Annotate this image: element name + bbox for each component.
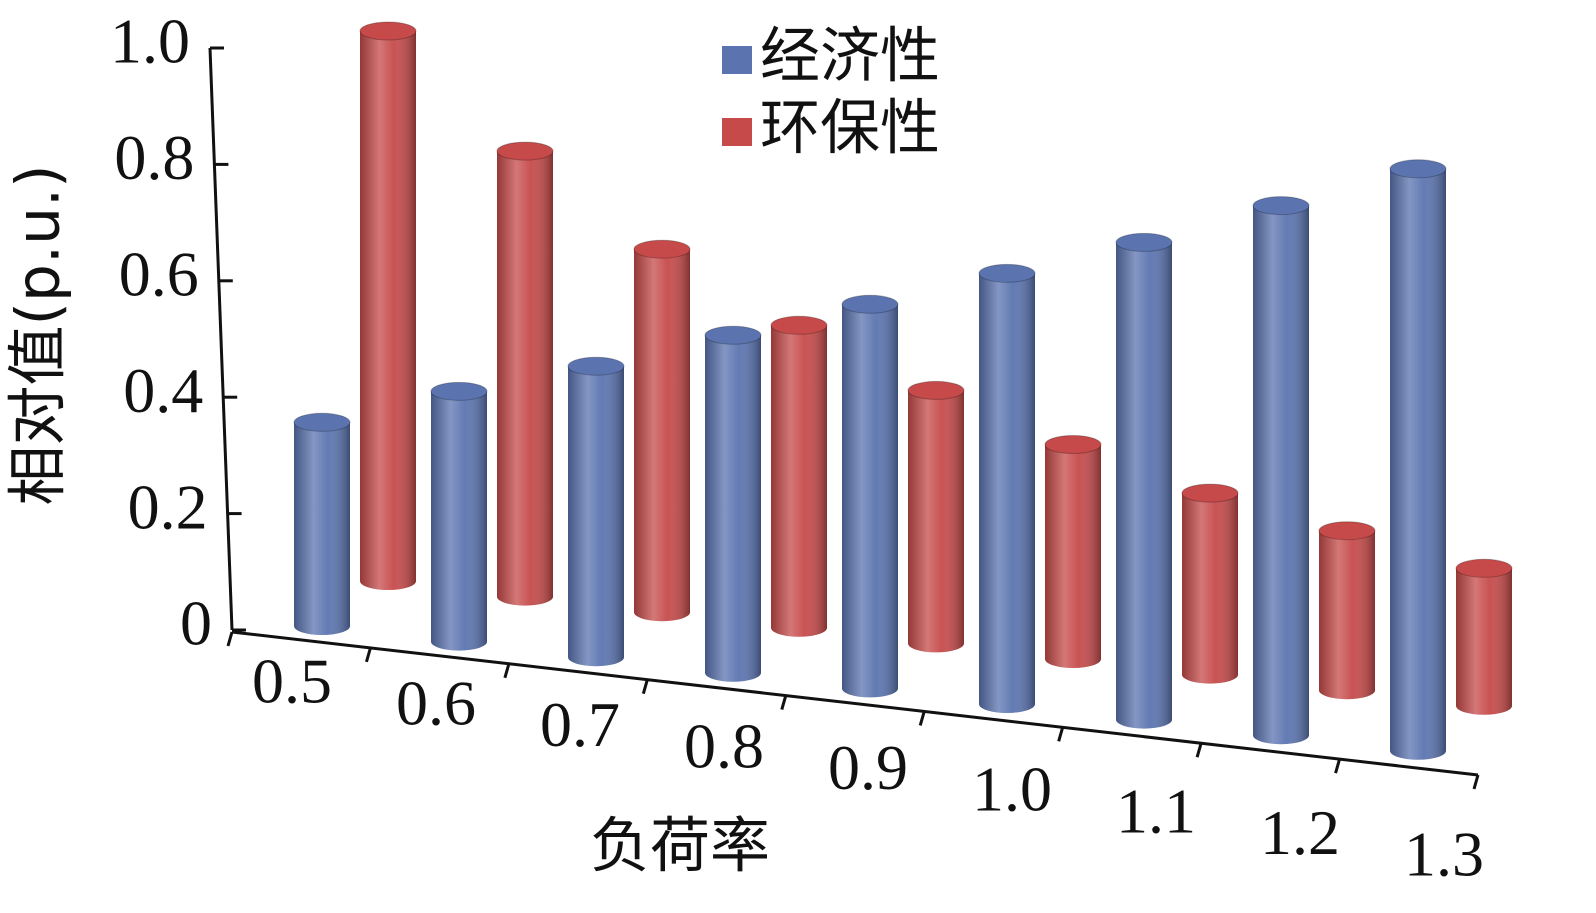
x-tick-label: 1.1 xyxy=(1116,775,1196,846)
bar-shade xyxy=(1253,205,1309,745)
x-axis-label: 负荷率 xyxy=(590,812,770,882)
bar-top xyxy=(841,294,899,314)
y-tick-label: 0.4 xyxy=(123,355,203,426)
bar-shade xyxy=(497,151,553,606)
x-tick xyxy=(1195,742,1203,758)
bar xyxy=(978,263,1036,713)
bar-top xyxy=(1044,435,1102,454)
bar xyxy=(841,294,899,698)
bar-shade xyxy=(979,273,1035,713)
bar-top xyxy=(1252,196,1310,216)
legend-swatch xyxy=(722,46,752,74)
bar-shade xyxy=(568,366,624,667)
bar-shade xyxy=(634,249,690,622)
x-tick xyxy=(1472,774,1480,790)
bar-top xyxy=(633,239,691,259)
y-axis-label: 相对值(p.u.) xyxy=(4,164,74,505)
x-tick-label: 0.6 xyxy=(396,667,476,738)
bar-shade xyxy=(1116,242,1172,729)
bar xyxy=(907,380,965,653)
bar-top xyxy=(1455,558,1513,578)
bar xyxy=(1252,196,1310,745)
y-tick-label: 0 xyxy=(180,588,212,659)
x-tick xyxy=(226,631,234,647)
bar xyxy=(1318,521,1376,700)
x-tick-label: 0.9 xyxy=(828,732,908,803)
bar xyxy=(1455,558,1513,715)
bar xyxy=(1115,232,1173,729)
x-tick xyxy=(1334,758,1341,774)
x-tick-label: 0.8 xyxy=(684,710,764,781)
x-tick xyxy=(780,695,788,710)
bar-shade xyxy=(705,335,761,682)
x-tick-label: 1.2 xyxy=(1260,797,1340,868)
bar-shade xyxy=(431,391,487,651)
x-tick-label: 0.5 xyxy=(252,646,332,717)
x-axis xyxy=(231,630,1479,777)
bar-top xyxy=(1181,483,1239,503)
y-tick-label: 0.6 xyxy=(119,238,199,309)
bar xyxy=(359,21,417,590)
x-tick xyxy=(365,647,372,663)
bar-top xyxy=(567,356,625,376)
bar-top xyxy=(770,315,828,335)
bar xyxy=(293,412,351,635)
bar-shade xyxy=(1456,568,1512,715)
y-tick-label: 0.2 xyxy=(128,471,208,542)
y-tick-label: 0.8 xyxy=(114,122,194,193)
y-axis xyxy=(208,47,234,631)
bar xyxy=(430,381,488,651)
bar-shade xyxy=(294,422,350,635)
bar xyxy=(496,141,554,606)
bar-shade xyxy=(908,390,964,653)
bar-top xyxy=(907,380,965,400)
x-tick xyxy=(918,711,926,726)
bar-top xyxy=(978,263,1036,283)
bar xyxy=(1044,435,1102,668)
legend-label: 经济性 xyxy=(760,22,940,92)
bar-top xyxy=(293,412,351,432)
bar xyxy=(1181,483,1239,684)
legend-label: 环保性 xyxy=(760,94,940,164)
bar xyxy=(1389,159,1447,760)
bar-top xyxy=(359,21,417,41)
bar-shade xyxy=(1045,444,1101,668)
bar-top xyxy=(1115,232,1173,252)
x-tick xyxy=(641,679,649,695)
x-tick-label: 0.7 xyxy=(540,689,620,760)
bar-top xyxy=(704,325,762,345)
bar-shade xyxy=(842,304,898,698)
x-tick-label: 1.0 xyxy=(972,754,1052,825)
bar-shade xyxy=(1390,168,1446,760)
bar xyxy=(567,356,625,667)
bar-top xyxy=(430,381,488,401)
bar-shade xyxy=(360,31,416,590)
bar-top xyxy=(1318,521,1376,541)
y-tick-label: 1.0 xyxy=(110,6,190,77)
x-tick xyxy=(1057,726,1065,742)
x-tick-label: 1.3 xyxy=(1404,818,1484,889)
x-tick xyxy=(503,663,511,679)
bar-shade xyxy=(1319,530,1375,700)
bar-shade xyxy=(1182,493,1238,684)
legend-swatch xyxy=(722,118,752,146)
bar xyxy=(770,315,828,637)
bar xyxy=(704,325,762,682)
bar xyxy=(633,239,691,622)
bar-top xyxy=(496,141,554,161)
bar-shade xyxy=(771,325,827,637)
bar-top xyxy=(1389,159,1447,179)
